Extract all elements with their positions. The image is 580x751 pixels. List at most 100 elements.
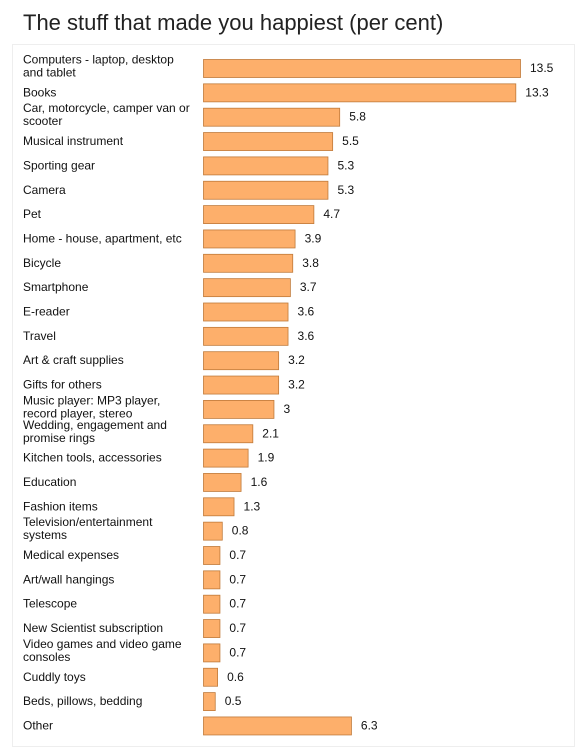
bar-row: Car, motorcycle, camper van or scooter 5.8 bbox=[23, 101, 366, 128]
bar-row: Television/entertainment systems 0.8 bbox=[23, 515, 249, 542]
value-label: 0.7 bbox=[229, 548, 246, 562]
category-label: Kitchen tools, accessories bbox=[23, 451, 162, 465]
bar bbox=[203, 473, 242, 492]
value-label: 2.1 bbox=[262, 426, 279, 440]
category-label: Medical expenses bbox=[23, 548, 119, 562]
value-label: 3.6 bbox=[298, 329, 315, 343]
category-label: Music player: MP3 player, record player, … bbox=[23, 393, 160, 420]
value-label: 1.6 bbox=[251, 475, 268, 489]
category-label: Books bbox=[23, 85, 56, 99]
bar-row: E-reader 3.6 bbox=[23, 302, 315, 322]
bar-row: Musical instrument 5.5 bbox=[23, 132, 359, 151]
bar bbox=[203, 180, 329, 200]
bar bbox=[203, 399, 275, 419]
bar bbox=[203, 667, 218, 687]
bar bbox=[203, 253, 294, 273]
category-label: Musical instrument bbox=[23, 134, 124, 148]
bar bbox=[203, 375, 280, 395]
bar bbox=[203, 716, 352, 736]
bar bbox=[203, 594, 221, 614]
value-label: 3.6 bbox=[298, 305, 315, 319]
category-label: Education bbox=[23, 475, 76, 489]
bar bbox=[203, 156, 329, 176]
value-label: 0.7 bbox=[229, 621, 246, 635]
bar bbox=[203, 619, 221, 638]
bar-row: Wedding, engagement and promise rings 2.1 bbox=[23, 418, 279, 445]
bar bbox=[203, 278, 291, 298]
category-label: Cuddly toys bbox=[23, 670, 86, 684]
bar bbox=[203, 205, 315, 225]
value-label: 3.9 bbox=[305, 231, 322, 245]
chart-frame bbox=[12, 44, 575, 747]
bar-row: Bicycle 3.8 bbox=[23, 253, 319, 273]
bar-row: Fashion items 1.3 bbox=[23, 497, 261, 517]
bar bbox=[203, 132, 334, 151]
category-label: Gifts for others bbox=[23, 378, 102, 392]
category-label: Travel bbox=[23, 329, 56, 343]
category-label: Pet bbox=[23, 207, 42, 221]
bar bbox=[203, 521, 223, 541]
category-label: Bicycle bbox=[23, 256, 61, 270]
category-label: Wedding, engagement and promise rings bbox=[23, 418, 167, 445]
bar bbox=[203, 107, 341, 127]
category-label: Fashion items bbox=[23, 499, 98, 513]
value-label: 13.5 bbox=[530, 61, 554, 75]
category-label: New Scientist subscription bbox=[23, 621, 163, 635]
value-label: 3.8 bbox=[302, 256, 319, 270]
value-label: 0.5 bbox=[225, 694, 242, 708]
category-label: Sporting gear bbox=[23, 158, 95, 172]
value-label: 5.3 bbox=[337, 158, 354, 172]
bar bbox=[203, 448, 249, 468]
category-label: Television/entertainment systems bbox=[23, 515, 153, 542]
category-label: Other bbox=[23, 718, 53, 732]
value-label: 6.3 bbox=[361, 718, 378, 732]
bar-row: Other 6.3 bbox=[23, 716, 378, 736]
bar bbox=[203, 692, 216, 711]
chart-title: The stuff that made you happiest (per ce… bbox=[23, 10, 444, 35]
value-label: 3.2 bbox=[288, 353, 305, 367]
bar-row: Books 13.3 bbox=[23, 83, 549, 103]
category-label: Beds, pillows, bedding bbox=[23, 694, 142, 708]
chart-rows: Computers - laptop, desktop and tablet 13.… bbox=[23, 53, 554, 736]
value-label: 3.7 bbox=[300, 280, 317, 294]
bar bbox=[203, 424, 254, 444]
value-label: 0.8 bbox=[232, 524, 249, 538]
bar bbox=[203, 497, 235, 517]
bar-row: New Scientist subscription 0.7 bbox=[23, 619, 246, 638]
bar bbox=[203, 643, 221, 663]
bar-row: Cuddly toys 0.6 bbox=[23, 667, 244, 687]
bar-row: Kitchen tools, accessories 1.9 bbox=[23, 448, 275, 468]
category-label: Smartphone bbox=[23, 280, 89, 294]
value-label: 0.7 bbox=[229, 645, 246, 659]
value-label: 13.3 bbox=[525, 85, 549, 99]
category-label: Computers - laptop, desktop and tablet bbox=[23, 53, 174, 80]
bar-row: Telescope 0.7 bbox=[23, 594, 246, 614]
bar bbox=[203, 302, 289, 322]
bar-row: Gifts for others 3.2 bbox=[23, 375, 305, 395]
bar-row: Camera 5.3 bbox=[23, 180, 354, 200]
bar bbox=[203, 570, 221, 590]
value-label: 1.9 bbox=[258, 451, 275, 465]
bar-row: Pet 4.7 bbox=[23, 205, 340, 225]
bar bbox=[203, 83, 517, 103]
bar-row: Art/wall hangings 0.7 bbox=[23, 570, 246, 590]
bar-row: Smartphone 3.7 bbox=[23, 278, 317, 298]
category-label: Camera bbox=[23, 183, 66, 197]
bar bbox=[203, 351, 280, 371]
value-label: 0.7 bbox=[229, 597, 246, 611]
bar-row: Education 1.6 bbox=[23, 473, 268, 492]
category-label: Art & craft supplies bbox=[23, 353, 124, 367]
bar bbox=[203, 546, 221, 565]
value-label: 5.8 bbox=[349, 110, 366, 124]
category-label: Video games and video game consoles bbox=[23, 637, 182, 664]
value-label: 1.3 bbox=[244, 499, 261, 513]
bar bbox=[203, 326, 289, 346]
value-label: 0.6 bbox=[227, 670, 244, 684]
category-label: Art/wall hangings bbox=[23, 572, 114, 586]
bar-row: Beds, pillows, bedding 0.5 bbox=[23, 692, 242, 711]
bar-row: Travel 3.6 bbox=[23, 326, 315, 346]
category-label: E-reader bbox=[23, 305, 70, 319]
bar-row: Music player: MP3 player, record player, … bbox=[23, 393, 290, 420]
value-label: 5.3 bbox=[337, 183, 354, 197]
